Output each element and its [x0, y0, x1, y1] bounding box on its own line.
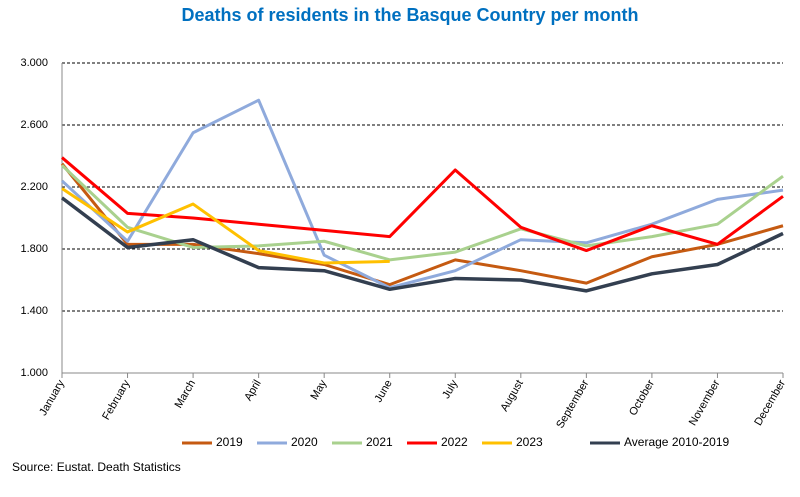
chart-title: Deaths of residents in the Basque Countr… [181, 5, 638, 25]
line-series [60, 162, 784, 287]
source: Source: Eustat. Death Statistics [12, 460, 181, 474]
legend-label: 2019 [216, 435, 243, 449]
x-tick-label: August [498, 378, 526, 414]
x-tick-label: September [554, 378, 591, 431]
x-tick-label: April [242, 378, 263, 403]
legend-label: 2022 [441, 435, 468, 449]
line-series [61, 187, 390, 265]
y-tick-label: 1.400 [20, 305, 48, 317]
y-tick-label: 3.000 [20, 57, 48, 69]
x-tick-label: December [752, 378, 788, 428]
x-tick-label: January [37, 378, 67, 418]
y-tick-label: 2.600 [20, 119, 48, 131]
legend-label: 2023 [516, 435, 543, 449]
x-tick-label: July [440, 378, 460, 401]
y-tick-label: 1.800 [20, 243, 48, 255]
legend-label: Average 2010-2019 [624, 435, 730, 449]
line-series [60, 196, 784, 293]
legend-label: 2020 [291, 435, 318, 449]
line-series [61, 156, 784, 253]
x-tick-label: May [309, 378, 330, 402]
x-tick-label: October [627, 378, 657, 418]
x-tick-label: February [100, 378, 133, 423]
line-series [60, 98, 784, 290]
x-tick-label: March [173, 378, 199, 410]
y-tick-label: 2.200 [20, 181, 48, 193]
x-tick-label: June [373, 378, 395, 405]
legend-label: 2021 [366, 435, 393, 449]
x-tick-label: November [687, 378, 723, 428]
line-series [60, 164, 784, 262]
y-tick-label: 1.000 [20, 367, 48, 379]
